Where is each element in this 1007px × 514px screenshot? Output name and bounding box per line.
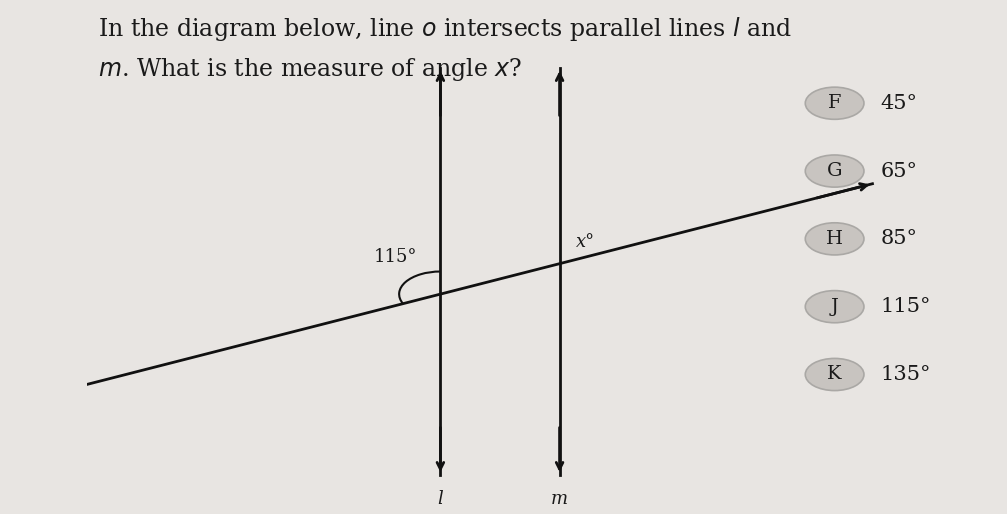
Text: 85°: 85° [880, 229, 917, 248]
Text: l: l [437, 490, 443, 508]
Text: $m$. What is the measure of angle $x$?: $m$. What is the measure of angle $x$? [99, 56, 523, 83]
Text: m: m [551, 490, 568, 508]
Text: F: F [828, 94, 842, 112]
Text: 115°: 115° [880, 297, 930, 316]
Text: 65°: 65° [880, 161, 917, 180]
Text: 135°: 135° [880, 365, 930, 384]
Text: 45°: 45° [880, 94, 917, 113]
Text: K: K [828, 365, 842, 383]
Circle shape [806, 155, 864, 187]
Circle shape [806, 87, 864, 119]
Text: G: G [827, 162, 843, 180]
Text: x°: x° [576, 233, 595, 251]
Text: J: J [831, 298, 839, 316]
Text: In the diagram below, line $o$ intersects parallel lines $l$ and: In the diagram below, line $o$ intersect… [99, 15, 793, 43]
Text: H: H [826, 230, 843, 248]
Text: 115°: 115° [374, 248, 418, 266]
Circle shape [806, 223, 864, 255]
Circle shape [806, 290, 864, 323]
Circle shape [806, 358, 864, 391]
